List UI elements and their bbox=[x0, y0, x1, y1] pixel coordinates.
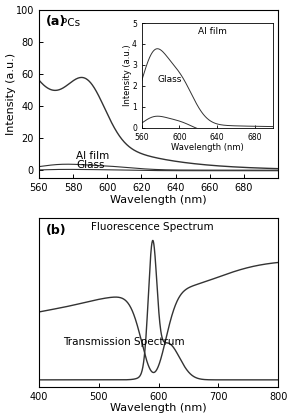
Y-axis label: Intensity (a.u.): Intensity (a.u.) bbox=[6, 53, 16, 135]
X-axis label: Wavelength (nm): Wavelength (nm) bbox=[110, 194, 207, 204]
Text: Al film: Al film bbox=[76, 151, 110, 161]
Text: Transmission Spectrum: Transmission Spectrum bbox=[63, 336, 184, 347]
X-axis label: Wavelength (nm): Wavelength (nm) bbox=[110, 403, 207, 414]
Text: Fluorescence Spectrum: Fluorescence Spectrum bbox=[91, 222, 214, 232]
Text: (a): (a) bbox=[46, 15, 66, 28]
Text: Glass: Glass bbox=[76, 160, 105, 170]
Text: PCs: PCs bbox=[61, 18, 80, 28]
Text: (b): (b) bbox=[46, 223, 67, 236]
